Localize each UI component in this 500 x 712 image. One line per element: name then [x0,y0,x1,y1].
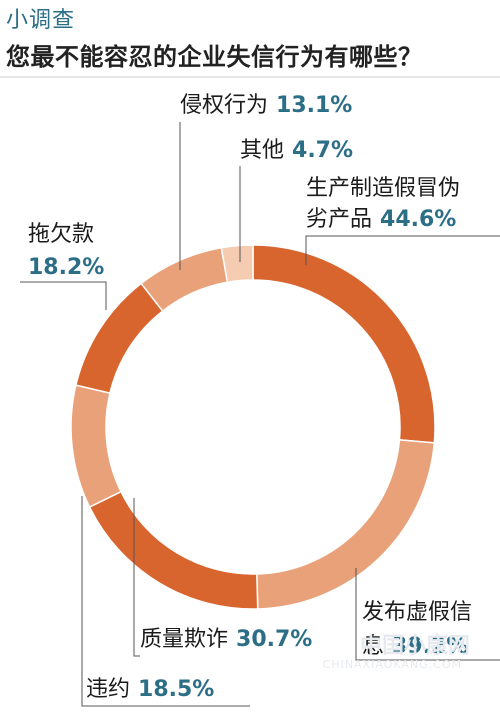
label-name-false-info-line1: 发布虚假信 [362,600,472,625]
label-name-quality-fraud: 质量欺诈 30.7% [140,627,312,652]
watermark-url: CHINAXIAOKANG.COM [322,658,462,671]
donut-slice-3 [70,384,122,509]
leader-line-4 [355,568,500,661]
header-divider [0,76,500,78]
donut-slice-6 [220,244,254,284]
donut-slice-0 [252,244,436,444]
label-name-false-info-line2: 息 39.2% [362,634,468,659]
leader-line-5 [133,498,140,657]
leader-line-6 [81,496,250,707]
label-name-counterfeit-line2: 劣产品 44.6% [306,207,456,232]
chart-labels: 侵权行为 13.1% 其他 4.7% 生产制造假冒伪 劣产品 44.6% 拖欠款 18… [28,93,472,702]
donut-slice-2 [88,490,259,610]
donut-slice-4 [74,282,164,395]
watermark-logo: 中国小康网 [359,634,470,659]
leader-lines [20,122,500,707]
label-name-infringement: 侵权行为 13.1% [180,93,352,118]
label-value-arrears: 18.2% [28,255,104,280]
label-name-other: 其他 4.7% [240,138,353,163]
donut-ring [70,244,436,610]
label-name-counterfeit-line1: 生产制造假冒伪 [306,176,460,201]
label-name-arrears: 拖欠款 [28,222,94,247]
leader-line-2 [305,235,500,265]
survey-tag: 小调查 [6,8,76,33]
leader-line-3 [20,281,107,310]
label-name-breach: 违约 18.5% [86,677,214,702]
page-title: 您最不能容忍的企业失信行为有哪些？ [6,43,423,71]
donut-slice-1 [256,439,436,610]
